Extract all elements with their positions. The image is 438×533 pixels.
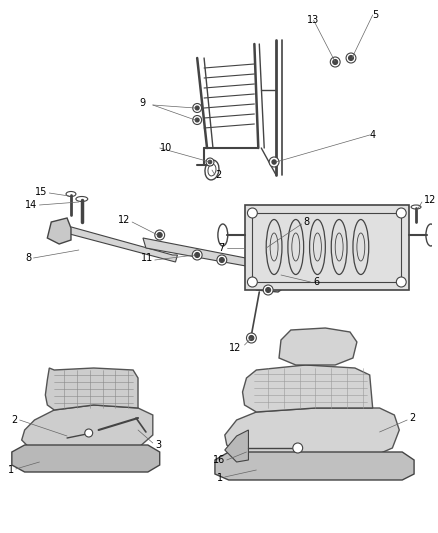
Circle shape	[206, 158, 214, 166]
Text: 7: 7	[219, 243, 225, 253]
Polygon shape	[12, 445, 160, 472]
Circle shape	[219, 257, 224, 262]
Circle shape	[333, 60, 338, 64]
Circle shape	[396, 277, 406, 287]
Circle shape	[269, 157, 279, 167]
Circle shape	[247, 333, 256, 343]
Text: 12: 12	[424, 195, 436, 205]
Circle shape	[247, 277, 257, 287]
Circle shape	[396, 208, 406, 218]
Text: 15: 15	[35, 187, 47, 197]
Text: 5: 5	[373, 10, 379, 20]
Circle shape	[249, 335, 254, 341]
Text: 1: 1	[8, 465, 14, 475]
Circle shape	[157, 232, 162, 238]
Text: 6: 6	[314, 277, 320, 287]
Circle shape	[247, 208, 257, 218]
Polygon shape	[248, 248, 288, 292]
Text: 14: 14	[25, 200, 38, 210]
Circle shape	[217, 255, 227, 265]
Text: 2: 2	[215, 170, 221, 180]
Circle shape	[293, 443, 303, 453]
Circle shape	[330, 57, 340, 67]
Polygon shape	[46, 368, 138, 410]
Circle shape	[195, 253, 200, 257]
Circle shape	[349, 55, 353, 61]
Circle shape	[195, 118, 199, 122]
Text: 2: 2	[11, 415, 18, 425]
Text: 8: 8	[304, 217, 310, 227]
Polygon shape	[225, 408, 399, 462]
Polygon shape	[225, 430, 248, 462]
Text: 3: 3	[156, 440, 162, 450]
Circle shape	[195, 106, 199, 110]
Text: 13: 13	[307, 15, 320, 25]
Text: 12: 12	[118, 215, 130, 225]
Circle shape	[208, 160, 212, 164]
Circle shape	[193, 116, 201, 125]
Text: 16: 16	[212, 455, 225, 465]
Text: 10: 10	[160, 143, 172, 153]
Polygon shape	[244, 205, 409, 290]
Polygon shape	[279, 328, 357, 365]
Text: 2: 2	[409, 413, 415, 423]
Text: 4: 4	[370, 130, 376, 140]
Text: 12: 12	[229, 343, 241, 353]
Circle shape	[272, 160, 276, 164]
Text: 9: 9	[140, 98, 146, 108]
Polygon shape	[243, 365, 373, 412]
Circle shape	[266, 287, 271, 293]
Polygon shape	[59, 225, 177, 262]
Polygon shape	[143, 238, 268, 270]
Circle shape	[346, 53, 356, 63]
Circle shape	[263, 285, 273, 295]
Circle shape	[155, 230, 165, 240]
Circle shape	[193, 103, 201, 112]
Polygon shape	[47, 218, 71, 244]
Text: 11: 11	[141, 253, 153, 263]
Polygon shape	[215, 452, 414, 480]
Polygon shape	[22, 405, 153, 458]
Text: 1: 1	[217, 473, 223, 483]
Circle shape	[85, 429, 93, 437]
Text: 8: 8	[25, 253, 32, 263]
Circle shape	[192, 250, 202, 260]
